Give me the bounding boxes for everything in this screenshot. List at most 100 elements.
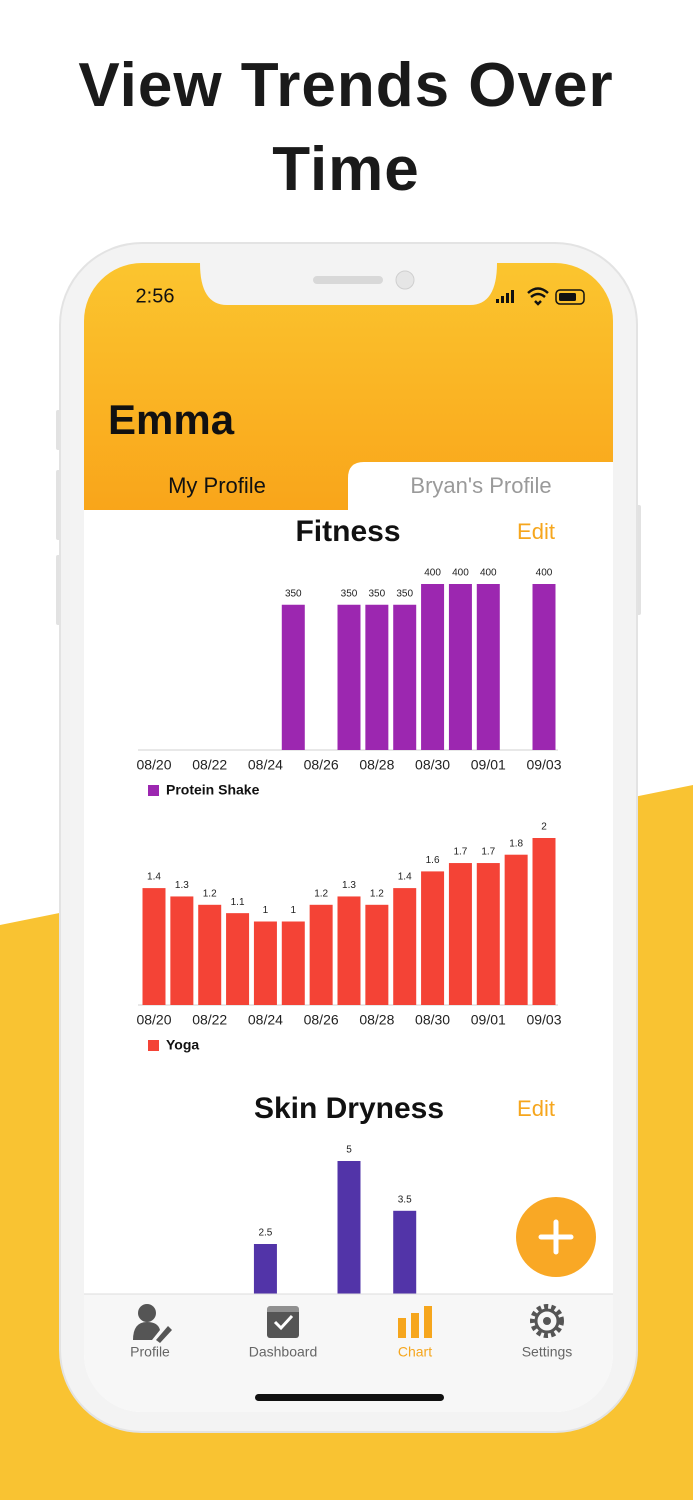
bar — [281, 604, 305, 750]
page-title: View Trends Over Time — [78, 51, 614, 204]
value-label: 400 — [452, 568, 469, 579]
section-title: Fitness — [295, 515, 400, 548]
legend-label: Protein Shake — [166, 782, 260, 798]
bar — [365, 904, 389, 1005]
nav-label[interactable]: Settings — [522, 1344, 573, 1360]
bar — [504, 854, 528, 1005]
value-label: 1.4 — [398, 872, 412, 883]
x-tick-label: 08/26 — [304, 757, 339, 773]
tab-label[interactable]: Bryan's Profile — [410, 473, 551, 498]
screen: 350 350 350 350 400 400 400 400 08/20 08/22 08/24 0… — [84, 263, 613, 1412]
value-label: 2 — [541, 822, 547, 833]
settings-icon[interactable] — [530, 1304, 564, 1338]
value-label: 1.2 — [314, 888, 328, 899]
nav-label[interactable]: Profile — [130, 1344, 170, 1360]
value-label: 1 — [291, 905, 297, 916]
x-tick-label: 08/20 — [136, 757, 171, 773]
x-tick-label: 08/20 — [136, 1012, 171, 1028]
status-time: 2:56 — [136, 285, 175, 307]
bar — [337, 604, 361, 750]
bar — [226, 913, 250, 1005]
bar — [281, 921, 305, 1005]
bar — [532, 584, 556, 750]
bar — [476, 863, 500, 1005]
x-tick-label: 09/03 — [526, 1012, 561, 1028]
bar — [337, 896, 361, 1005]
value-label: 1.3 — [175, 880, 189, 891]
x-tick-label: 08/30 — [415, 757, 450, 773]
value-label: 400 — [480, 568, 497, 579]
x-tick-label: 08/24 — [248, 1012, 283, 1028]
speaker — [313, 276, 383, 284]
user-name: Emma — [108, 396, 235, 443]
x-tick-label: 08/22 — [192, 1012, 227, 1028]
value-label: 400 — [424, 568, 441, 579]
x-tick-label: 08/28 — [359, 757, 394, 773]
value-label: 350 — [285, 588, 302, 599]
value-label: 5 — [346, 1145, 352, 1156]
chart-icon[interactable] — [398, 1306, 432, 1338]
x-tick-label: 09/01 — [471, 1012, 506, 1028]
bar — [393, 604, 417, 750]
bar — [448, 584, 472, 750]
tab-bar — [84, 1294, 613, 1412]
battery-level — [559, 293, 576, 301]
value-label: 400 — [536, 568, 553, 579]
nav-label[interactable]: Dashboard — [249, 1344, 318, 1360]
value-label: 1.1 — [231, 897, 245, 908]
signal-icon — [496, 290, 514, 303]
nav-icons — [133, 1304, 564, 1343]
camera — [395, 270, 415, 290]
tab-label[interactable]: My Profile — [168, 473, 266, 498]
legend-swatch — [148, 785, 159, 796]
bar — [448, 863, 472, 1005]
bar — [393, 888, 417, 1005]
value-label: 350 — [369, 588, 386, 599]
value-label: 350 — [396, 588, 413, 599]
bar — [253, 921, 277, 1005]
nav-label[interactable]: Chart — [398, 1344, 432, 1360]
x-tick-label: 08/28 — [359, 1012, 394, 1028]
fab-plus — [538, 1219, 574, 1255]
dashboard-icon[interactable] — [267, 1306, 299, 1338]
bar — [421, 871, 445, 1005]
value-label: 1.7 — [453, 847, 467, 858]
bar — [198, 904, 222, 1005]
value-label: 1.8 — [509, 838, 523, 849]
bar — [142, 888, 166, 1005]
profile-icon[interactable] — [133, 1304, 172, 1343]
x-tick-label: 08/26 — [304, 1012, 339, 1028]
bar — [476, 584, 500, 750]
value-label: 1.2 — [203, 888, 217, 899]
x-tick-label: 09/01 — [471, 757, 506, 773]
legend-swatch — [148, 1040, 159, 1051]
bar — [421, 584, 445, 750]
value-label: 1.6 — [426, 855, 440, 866]
value-label: 350 — [341, 588, 358, 599]
value-label: 1.2 — [370, 888, 384, 899]
legend-label: Yoga — [166, 1037, 199, 1053]
x-tick-label: 08/22 — [192, 757, 227, 773]
home-indicator — [255, 1394, 444, 1401]
bar — [337, 1161, 361, 1327]
value-label: 1.4 — [147, 872, 161, 883]
section-title: Skin Dryness — [254, 1092, 444, 1125]
x-tick-label: 08/24 — [248, 757, 283, 773]
value-label: 1.7 — [481, 847, 495, 858]
edit-button[interactable]: Edit — [517, 1096, 555, 1121]
edit-button[interactable]: Edit — [517, 519, 555, 544]
wifi-icon — [527, 287, 549, 306]
bar — [309, 904, 333, 1005]
value-label: 1.3 — [342, 880, 356, 891]
bar — [532, 838, 556, 1005]
value-label: 1 — [263, 905, 269, 916]
inactive-tab[interactable] — [348, 462, 613, 510]
value-label: 2.5 — [258, 1228, 272, 1239]
value-label: 3.5 — [398, 1194, 412, 1205]
add-button[interactable] — [516, 1197, 596, 1277]
battery-icon — [555, 289, 585, 305]
bar — [170, 896, 194, 1005]
bar — [365, 604, 389, 750]
